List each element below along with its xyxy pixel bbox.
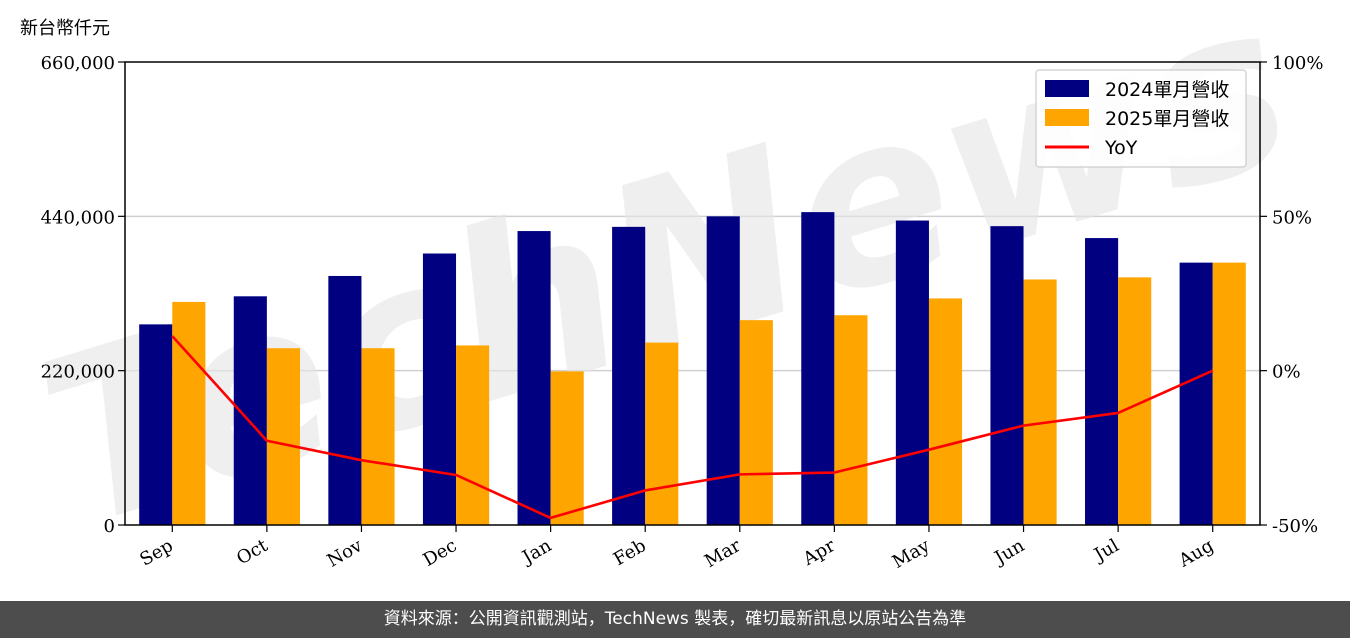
bar-2024-jan bbox=[517, 231, 551, 525]
gridlines bbox=[125, 215, 1260, 372]
bar-2024-may bbox=[895, 220, 929, 525]
y-tick-label: 660,000 bbox=[41, 53, 115, 74]
y2-tick-label: 0% bbox=[1272, 362, 1301, 383]
bar-2025-oct bbox=[266, 348, 300, 525]
yoy-line bbox=[171, 335, 1214, 520]
x-tick-label: Apr bbox=[799, 535, 839, 570]
y2-tick-label: -50% bbox=[1272, 516, 1318, 537]
legend-label: YoY bbox=[1104, 137, 1138, 159]
y-tick-label: 0 bbox=[104, 516, 115, 537]
y-tick-label: 440,000 bbox=[41, 207, 115, 228]
source-footer: 資料來源：公開資訊觀測站，TechNews 製表，確切最新訊息以原站公告為準 bbox=[0, 601, 1350, 638]
plot-frame bbox=[124, 61, 1261, 526]
x-tick-label: Aug bbox=[1175, 535, 1218, 572]
x-tick-label: Jul bbox=[1089, 535, 1123, 567]
bar-2025-may bbox=[928, 298, 963, 525]
bar-2025-feb bbox=[645, 342, 679, 525]
bar-2024-aug bbox=[1179, 262, 1213, 525]
bar-2025-sep bbox=[172, 301, 206, 525]
legend-label: 2025單月營收 bbox=[1105, 108, 1229, 130]
right-y-axis: -50% 0% 50% 100% bbox=[1260, 53, 1323, 537]
bar-2024-feb bbox=[612, 226, 646, 525]
x-tick-label: Feb bbox=[610, 535, 650, 570]
y2-tick-label: 50% bbox=[1272, 207, 1312, 228]
y-tick-label: 220,000 bbox=[41, 362, 115, 383]
bar-2025-apr bbox=[834, 315, 868, 525]
legend-swatch bbox=[1045, 109, 1089, 126]
bar-2025-aug bbox=[1212, 262, 1246, 525]
bar-2024-jul bbox=[1085, 238, 1119, 525]
x-tick-label: Mar bbox=[701, 535, 745, 572]
bar-2025-jan bbox=[550, 371, 584, 525]
legend-label: 2024單月營收 bbox=[1105, 79, 1229, 101]
chart-legend: 2024單月營收 2025單月營收 YoY bbox=[1035, 69, 1247, 168]
bar-2024-dec bbox=[422, 253, 457, 525]
bar-2024-apr bbox=[801, 212, 835, 525]
bar-2025-nov bbox=[361, 348, 395, 525]
left-y-axis: 0 220,000 440,000 660,000 bbox=[41, 53, 125, 537]
legend-swatch bbox=[1045, 80, 1089, 97]
x-tick-label: Jan bbox=[517, 535, 555, 569]
x-tick-label: Oct bbox=[233, 535, 272, 570]
bar-2025-mar bbox=[739, 320, 773, 525]
x-tick-label: Jun bbox=[989, 535, 1028, 570]
bar-2024-jun bbox=[990, 226, 1024, 525]
bar-series bbox=[139, 212, 1246, 525]
y-axis-unit-label: 新台幣仟元 bbox=[20, 18, 110, 39]
bar-2024-mar bbox=[706, 216, 740, 525]
x-axis: Sep Oct Nov Dec Jan Feb Mar Apr May Jun Jul Aug bbox=[136, 525, 1217, 573]
y2-tick-label: 100% bbox=[1272, 53, 1323, 74]
x-tick-label: Nov bbox=[324, 535, 367, 572]
x-tick-label: Dec bbox=[420, 535, 461, 571]
yoy-line-series bbox=[171, 335, 1214, 520]
bar-2025-jun bbox=[1023, 279, 1057, 525]
bar-2024-nov bbox=[328, 275, 362, 525]
bar-2024-sep bbox=[139, 324, 173, 525]
bar-2025-dec bbox=[456, 345, 490, 525]
x-tick-label: May bbox=[889, 535, 934, 573]
